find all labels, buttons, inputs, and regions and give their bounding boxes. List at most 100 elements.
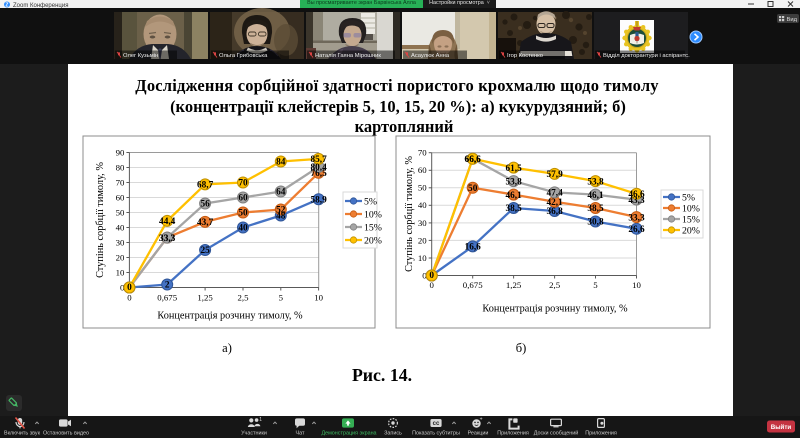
svg-text:Zoom Конференция: Zoom Конференция: [13, 3, 68, 8]
svg-text:58,9: 58,9: [310, 195, 327, 205]
svg-text:90: 90: [116, 147, 125, 157]
svg-text:Ігор Костенко: Ігор Костенко: [507, 53, 543, 59]
svg-text:1,25: 1,25: [506, 280, 522, 290]
svg-text:Реакции: Реакции: [468, 431, 489, 437]
svg-text:10: 10: [314, 293, 323, 303]
svg-text:0: 0: [422, 270, 427, 280]
svg-text:Асаулюк Анна: Асаулюк Анна: [411, 53, 450, 59]
svg-text:50: 50: [418, 183, 427, 193]
svg-text:53,8: 53,8: [505, 177, 522, 187]
svg-text:36,8: 36,8: [546, 207, 563, 217]
svg-text:48: 48: [276, 212, 286, 222]
svg-text:Концентрація розчину тимолу, %: Концентрація розчину тимолу, %: [157, 311, 303, 322]
svg-text:20%: 20%: [682, 225, 700, 236]
svg-text:2,5: 2,5: [238, 293, 250, 303]
svg-text:40: 40: [238, 224, 248, 234]
svg-text:10%: 10%: [682, 203, 700, 214]
svg-text:5: 5: [593, 280, 598, 290]
svg-text:Олег Кузьмін: Олег Кузьмін: [123, 53, 158, 59]
svg-text:84: 84: [276, 158, 286, 168]
svg-text:33,3: 33,3: [628, 213, 645, 223]
svg-text:2,5: 2,5: [549, 280, 561, 290]
svg-text:0: 0: [429, 271, 434, 281]
svg-text:0: 0: [127, 283, 132, 293]
svg-text:0: 0: [429, 280, 434, 290]
svg-text:Запись: Запись: [384, 431, 402, 437]
svg-text:Выйти: Выйти: [771, 424, 792, 431]
svg-text:46,1: 46,1: [505, 191, 522, 201]
svg-text:15%: 15%: [364, 222, 382, 233]
svg-text:Показать субтитры: Показать субтитры: [412, 431, 460, 437]
svg-text:70: 70: [418, 148, 427, 158]
svg-text:10: 10: [632, 280, 641, 290]
svg-text:Включить звук: Включить звук: [4, 431, 41, 437]
svg-text:33,3: 33,3: [159, 234, 176, 244]
svg-text:66,6: 66,6: [465, 155, 482, 165]
svg-text:33,3: 33,3: [159, 234, 176, 244]
svg-text:80: 80: [116, 162, 125, 172]
svg-text:53,8: 53,8: [587, 177, 604, 187]
svg-text:20%: 20%: [364, 235, 382, 246]
svg-text:Приложения: Приложения: [585, 431, 617, 437]
svg-text:64: 64: [276, 188, 286, 198]
svg-text:30: 30: [418, 218, 427, 228]
svg-text:10: 10: [116, 267, 125, 277]
svg-text:25: 25: [200, 246, 210, 256]
svg-text:50: 50: [116, 207, 125, 217]
svg-text:70: 70: [116, 177, 125, 187]
svg-text:66,6: 66,6: [465, 155, 482, 165]
svg-text:5: 5: [279, 293, 284, 303]
svg-text:16,6: 16,6: [465, 243, 482, 253]
svg-text:1: 1: [259, 417, 262, 423]
svg-text:60: 60: [116, 192, 125, 202]
svg-text:43,3: 43,3: [628, 196, 645, 206]
svg-text:Ольга Грибовська: Ольга Грибовська: [219, 53, 268, 59]
svg-text:Участники: Участники: [241, 431, 267, 437]
svg-text:38,5: 38,5: [505, 204, 522, 214]
svg-text:56: 56: [200, 200, 210, 210]
svg-text:1,25: 1,25: [197, 293, 213, 303]
svg-text:5%: 5%: [364, 196, 377, 207]
svg-text:85,7: 85,7: [310, 155, 327, 165]
svg-text:Демонстрация экрана: Демонстрация экрана: [321, 431, 376, 437]
svg-text:Остановить видео: Остановить видео: [43, 431, 89, 437]
svg-text:0,675: 0,675: [463, 280, 483, 290]
svg-text:26,6: 26,6: [628, 225, 645, 235]
svg-text:20: 20: [116, 252, 125, 262]
svg-text:70: 70: [238, 179, 248, 189]
svg-text:Чат: Чат: [296, 431, 305, 437]
svg-text:50: 50: [468, 184, 478, 194]
svg-text:15%: 15%: [682, 214, 700, 225]
svg-text:57,9: 57,9: [546, 170, 563, 180]
svg-text:43,7: 43,7: [197, 218, 214, 228]
svg-text:76,5: 76,5: [310, 169, 327, 179]
svg-text:Наталія Гаяна Мірошник: Наталія Гаяна Мірошник: [315, 53, 381, 59]
svg-text:5%: 5%: [682, 192, 695, 203]
svg-text:Вид: Вид: [787, 17, 798, 23]
svg-text:Z: Z: [5, 3, 8, 8]
svg-text:0: 0: [127, 293, 132, 303]
svg-text:52: 52: [276, 206, 286, 216]
svg-text:44,4: 44,4: [159, 217, 176, 227]
svg-text:50: 50: [238, 209, 248, 219]
svg-text:Доски сообщений: Доски сообщений: [534, 430, 578, 437]
svg-text:42,1: 42,1: [546, 198, 563, 208]
svg-text:cc: cc: [433, 421, 440, 427]
svg-text:40: 40: [116, 222, 125, 232]
svg-text:10: 10: [418, 253, 427, 263]
svg-text:38,5: 38,5: [587, 204, 604, 214]
svg-text:61,5: 61,5: [505, 164, 522, 174]
svg-text:30,8: 30,8: [587, 218, 604, 228]
svg-text:40: 40: [418, 200, 427, 210]
svg-text:46,6: 46,6: [628, 190, 645, 200]
svg-text:0,675: 0,675: [157, 293, 177, 303]
svg-text:Концентрація розчину тимолу, %: Концентрація розчину тимолу, %: [482, 304, 628, 315]
svg-text:47,4: 47,4: [546, 189, 563, 199]
svg-text:+: +: [480, 416, 483, 422]
svg-text:80,4: 80,4: [310, 163, 327, 173]
svg-text:30: 30: [116, 237, 125, 247]
svg-text:Ступінь сорбції тимолу, %: Ступінь сорбції тимолу, %: [404, 156, 415, 272]
svg-text:60: 60: [238, 194, 248, 204]
svg-text:68,7: 68,7: [197, 181, 214, 191]
svg-text:0: 0: [120, 282, 125, 292]
